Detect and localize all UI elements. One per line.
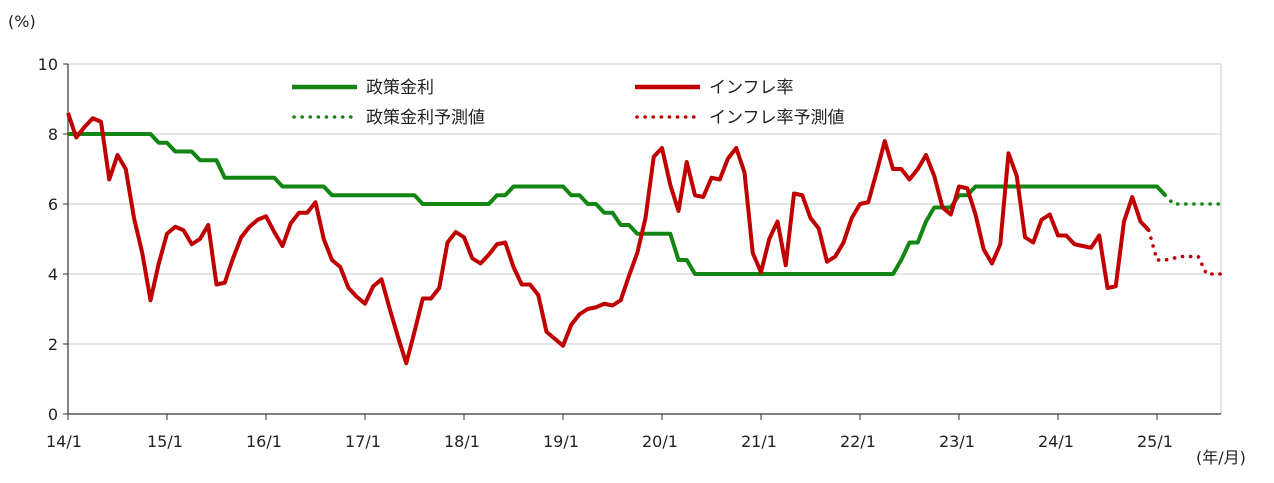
x-tick-label: 18/1 [444, 432, 480, 451]
y-tick-label: 2 [48, 335, 58, 354]
x-tick-labels: 14/1 15/1 16/1 17/1 18/1 19/1 20/1 21/1 22/1 23/1… [46, 432, 1173, 451]
series-line-1 [66, 112, 1151, 366]
legend-label-inflation: インフレ率 [709, 78, 794, 98]
x-axis-unit: (年/月) [1196, 448, 1246, 467]
y-tick-labels: 0 2 4 6 8 10 [38, 55, 58, 424]
series-line-0 [68, 132, 1167, 276]
x-tick-label: 17/1 [345, 432, 381, 451]
series-line-2 [1163, 193, 1225, 206]
x-tick-label: 22/1 [840, 432, 876, 451]
y-tick-label: 0 [48, 405, 58, 424]
axes [63, 63, 1221, 420]
x-tick-label: 24/1 [1038, 432, 1074, 451]
legend: 政策金利 インフレ率 政策金利予測値 インフレ率予測値 [292, 78, 845, 128]
x-tick-label: 16/1 [246, 432, 282, 451]
series-line-3 [1146, 228, 1225, 276]
x-tick-label: 21/1 [741, 432, 777, 451]
x-tick-label: 15/1 [147, 432, 183, 451]
legend-label-policy-rate-forecast: 政策金利予測値 [366, 108, 485, 128]
y-tick-label: 4 [48, 265, 58, 284]
y-tick-label: 8 [48, 125, 58, 144]
y-axis-unit: (%) [8, 12, 36, 31]
x-tick-label: 25/1 [1137, 432, 1173, 451]
x-tick-label: 23/1 [939, 432, 975, 451]
x-tick-label: 19/1 [543, 432, 579, 451]
legend-label-inflation-forecast: インフレ率予測値 [709, 108, 845, 128]
grid-lines [68, 63, 1222, 414]
y-tick-label: 6 [48, 195, 58, 214]
y-tick-label: 10 [38, 55, 58, 74]
series-layer [66, 112, 1225, 366]
x-tick-label: 14/1 [46, 432, 82, 451]
legend-label-policy-rate: 政策金利 [366, 78, 434, 98]
x-tick-label: 20/1 [642, 432, 678, 451]
